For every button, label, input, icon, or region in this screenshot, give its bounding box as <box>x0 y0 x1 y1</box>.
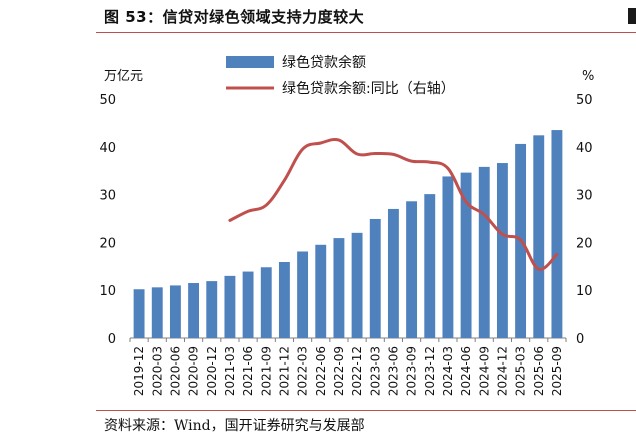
bar <box>387 208 399 338</box>
yoy-line <box>228 137 559 271</box>
bar <box>369 218 381 338</box>
x-tick-label: 2023-06 <box>386 346 400 396</box>
bar <box>442 176 454 338</box>
title-rule <box>96 32 636 33</box>
bar <box>460 172 472 338</box>
x-tick-label: 2020-06 <box>168 346 182 396</box>
left-tick-label: 0 <box>108 332 116 347</box>
x-tick-label: 2019-12 <box>132 346 146 396</box>
x-tick-label: 2020-03 <box>150 346 164 396</box>
x-tick-label: 2025-09 <box>550 346 564 396</box>
bar <box>406 201 418 338</box>
bar <box>133 289 145 338</box>
x-tick-label: 2025-06 <box>532 346 546 396</box>
bar <box>351 232 363 338</box>
x-tick-label: 2022-06 <box>314 346 328 396</box>
right-tick-label: 20 <box>576 236 593 251</box>
x-tick-label: 2021-03 <box>223 346 237 396</box>
bar <box>533 135 545 338</box>
x-tick-label: 2023-03 <box>368 346 382 396</box>
x-tick-label: 2025-03 <box>514 346 528 396</box>
figure-title: 图 53：信贷对绿色领域支持力度较大 <box>104 8 365 26</box>
bar <box>260 267 272 338</box>
right-tick-label: 30 <box>576 189 593 204</box>
x-tick-label: 2021-06 <box>241 346 255 396</box>
bar <box>224 275 236 338</box>
edge-marker <box>628 8 636 24</box>
x-tick-label: 2020-12 <box>205 346 219 396</box>
x-tick-label: 2022-03 <box>296 346 310 396</box>
bar-series <box>133 130 563 338</box>
left-tick-label: 30 <box>99 189 116 204</box>
bar <box>206 281 218 338</box>
right-tick-label: 40 <box>576 141 593 156</box>
x-tick-label: 2022-12 <box>350 346 364 396</box>
x-tick-label: 2021-09 <box>259 346 273 396</box>
right-tick-label: 0 <box>576 332 584 347</box>
bar <box>478 166 490 338</box>
legend-bar-swatch <box>226 56 274 68</box>
x-tick-label: 2022-09 <box>332 346 346 396</box>
x-axis-labels: 2019-12 2020-03 2020-06 2020-09 2020-12 2021-… <box>132 346 564 396</box>
bar <box>496 163 508 338</box>
left-tick-label: 40 <box>99 141 116 156</box>
x-tick-label: 2024-06 <box>459 346 473 396</box>
right-axis-unit: % <box>582 69 594 84</box>
x-tick-label: 2021-12 <box>277 346 291 396</box>
line-series <box>228 137 559 271</box>
bar <box>169 285 181 338</box>
x-tick-label: 2024-09 <box>477 346 491 396</box>
legend: 绿色贷款余额 绿色贷款余额:同比（右轴） <box>226 54 455 97</box>
bar <box>188 283 200 338</box>
source-rule <box>96 410 636 411</box>
axes: 0 10 20 30 40 50 0 10 20 30 40 50 <box>99 93 592 347</box>
legend-bar-label: 绿色贷款余额 <box>282 54 366 71</box>
x-tick-label: 2023-12 <box>423 346 437 396</box>
bar <box>315 244 327 338</box>
x-tick-label: 2020-09 <box>187 346 201 396</box>
bar <box>424 194 436 338</box>
x-tick-label: 2024-03 <box>441 346 455 396</box>
x-tick-label: 2024-12 <box>495 346 509 396</box>
right-tick-label: 50 <box>576 93 593 108</box>
left-tick-label: 20 <box>99 236 116 251</box>
bar <box>333 238 345 338</box>
x-tick-label: 2023-09 <box>405 346 419 396</box>
left-axis-unit: 万亿元 <box>104 69 143 84</box>
bar <box>151 287 163 338</box>
right-tick-label: 10 <box>576 284 593 299</box>
figure-source: 资料来源：Wind，国开证券研究与发展部 <box>104 418 365 434</box>
bar <box>278 261 290 338</box>
legend-line-label: 绿色贷款余额:同比（右轴） <box>282 80 455 97</box>
bar <box>551 130 563 338</box>
bar <box>242 271 254 338</box>
left-tick-label: 10 <box>99 284 116 299</box>
bar <box>297 251 309 338</box>
left-tick-label: 50 <box>99 93 116 108</box>
